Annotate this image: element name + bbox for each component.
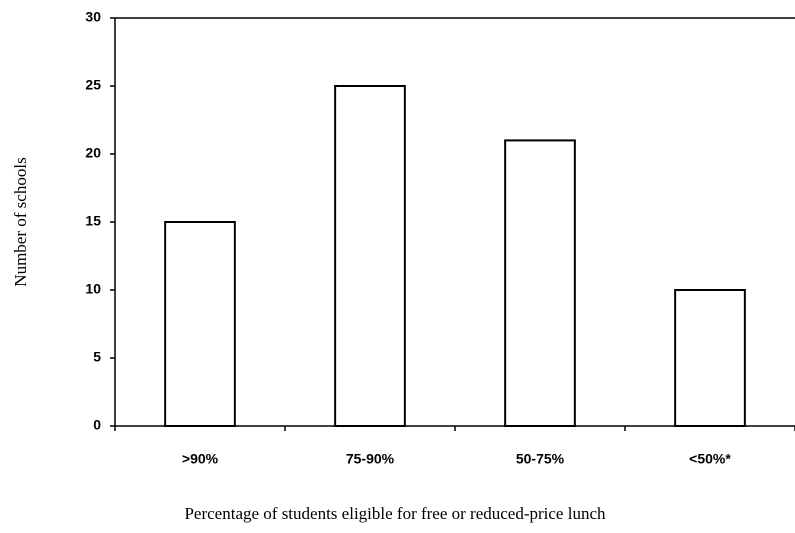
bar (164, 221, 236, 427)
y-tick-label: 25 (85, 77, 101, 93)
y-tick-label: 5 (93, 349, 101, 365)
x-tick-label: 50-75% (516, 451, 565, 467)
y-tick-label: 20 (85, 145, 101, 161)
x-tick-label: <50%* (689, 451, 731, 467)
bar (674, 289, 746, 427)
bar (504, 139, 576, 427)
x-tick-label: >90% (182, 451, 219, 467)
y-tick-label: 30 (85, 9, 101, 25)
bar (334, 85, 406, 427)
y-tick-label: 10 (85, 281, 101, 297)
x-axis-title: Percentage of students eligible for free… (184, 504, 606, 523)
x-tick-label: 75-90% (346, 451, 395, 467)
y-axis-title: Number of schools (11, 157, 30, 286)
y-tick-label: 15 (85, 213, 101, 229)
y-tick-label: 0 (93, 417, 101, 433)
